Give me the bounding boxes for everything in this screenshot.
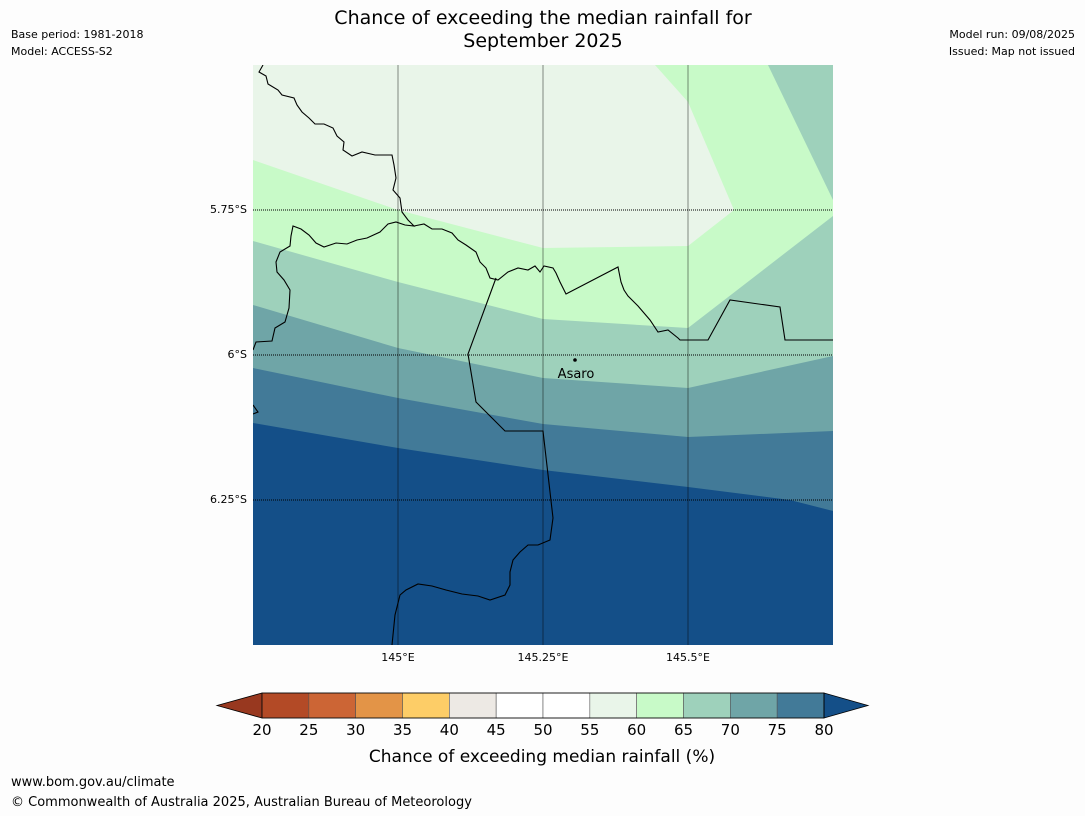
colorbar-over-arrow <box>823 692 870 719</box>
lat-label-5-75: 5.75°S <box>210 203 247 216</box>
colorbar-under-arrow <box>215 692 263 719</box>
colorbar-segment <box>308 692 356 719</box>
colorbar-tick-label: 45 <box>487 721 506 739</box>
colorbar-tick-label: 80 <box>814 721 833 739</box>
colorbar-title: Chance of exceeding median rainfall (%) <box>369 747 715 767</box>
footer-copyright: © Commonwealth of Australia 2025, Austra… <box>11 795 472 810</box>
model-name: Model: ACCESS-S2 <box>11 45 113 58</box>
colorbar-segment <box>730 692 778 719</box>
town-label: Asaro <box>558 367 595 382</box>
lon-label-145: 145°E <box>381 651 414 664</box>
footer-url: www.bom.gov.au/climate <box>11 775 175 790</box>
colorbar-segment <box>355 692 403 719</box>
colorbar-tick-label: 50 <box>533 721 552 739</box>
colorbar-segment <box>776 692 825 719</box>
colorbar-tick-label: 75 <box>768 721 787 739</box>
lon-label-145-5: 145.5°E <box>666 651 710 664</box>
colorbar-tick-label: 70 <box>721 721 740 739</box>
band-over-80 <box>253 423 833 645</box>
colorbar-tick-label: 30 <box>346 721 365 739</box>
colorbar-segment <box>402 692 450 719</box>
colorbar-segment <box>542 692 591 719</box>
band-65-70-corner <box>768 65 833 200</box>
colorbar-segment <box>636 692 684 719</box>
base-period: Base period: 1981-2018 <box>11 28 144 41</box>
metadata-right: Model run: 09/08/2025 Issued: Map not is… <box>949 26 1075 60</box>
boundaries <box>253 65 833 645</box>
lat-label-6-25: 6.25°S <box>210 493 247 506</box>
colorbar-frame <box>261 692 825 719</box>
title-line-2: September 2025 <box>463 30 623 52</box>
boundary-west-edge <box>253 404 259 415</box>
colorbar-tick-label: 35 <box>393 721 412 739</box>
boundary-central <box>413 223 833 341</box>
colorbar-tick-label: 40 <box>440 721 459 739</box>
colorbar-tick-label: 55 <box>580 721 599 739</box>
boundary-south <box>391 277 554 645</box>
map-area <box>253 65 833 645</box>
model-run: Model run: 09/08/2025 <box>949 28 1075 41</box>
lon-label-145-25: 145.25°E <box>518 651 569 664</box>
metadata-left: Base period: 1981-2018 Model: ACCESS-S2 <box>11 26 143 60</box>
colorbar-segment <box>261 692 310 719</box>
map-title: Chance of exceeding the median rainfall … <box>243 7 843 53</box>
colorbar-tick-label: 20 <box>252 721 271 739</box>
colorbar-segment <box>589 692 637 719</box>
lat-label-6: 6°S <box>228 348 247 361</box>
colorbar-tick-label: 60 <box>627 721 646 739</box>
colorbar-tick-label: 65 <box>674 721 693 739</box>
parallels <box>253 209 833 501</box>
colorbar: 20 25 30 35 40 45 50 55 60 65 70 75 80 <box>215 692 870 739</box>
colorbar-segment <box>449 692 497 719</box>
colorbar-segment <box>683 692 731 719</box>
colorbar-tick-label: 25 <box>299 721 318 739</box>
title-line-1: Chance of exceeding the median rainfall … <box>334 7 752 29</box>
town-marker <box>573 358 577 362</box>
issued-status: Issued: Map not issued <box>948 45 1075 58</box>
colorbar-segment <box>495 692 544 719</box>
